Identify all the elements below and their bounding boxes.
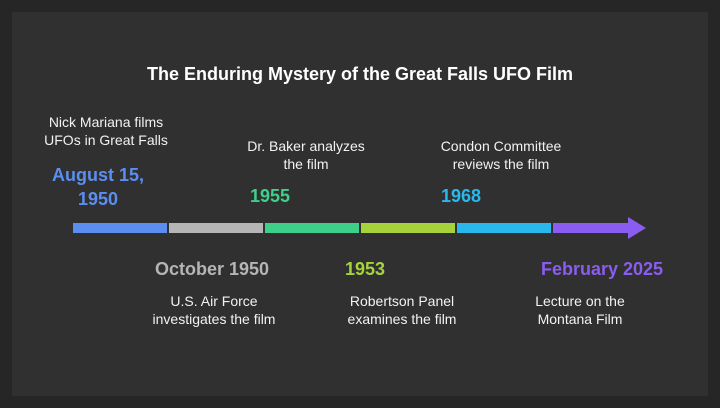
event-6-date: February 2025 bbox=[540, 259, 664, 279]
event-4-date: 1953 bbox=[344, 259, 386, 279]
timeline-segment-1 bbox=[73, 223, 167, 233]
event-5-date: 1968 bbox=[440, 186, 482, 206]
timeline-segment-2 bbox=[169, 223, 263, 233]
event-3-description: Dr. Baker analyzes the film bbox=[247, 138, 365, 172]
arrow-head-icon bbox=[628, 217, 646, 239]
event-3-date: 1955 bbox=[249, 186, 291, 206]
event-2-description: U.S. Air Force investigates the film bbox=[152, 293, 276, 327]
event-5-description: Condon Committee reviews the film bbox=[440, 138, 562, 172]
event-6-description: Lecture on the Montana Film bbox=[535, 293, 625, 327]
event-1-date: August 15, 1950 bbox=[51, 165, 144, 209]
timeline-segment-4 bbox=[361, 223, 455, 233]
event-1-description: Nick Mariana films UFOs in Great Falls bbox=[44, 114, 168, 148]
timeline-segment-3 bbox=[265, 223, 359, 233]
diagram-panel bbox=[12, 12, 708, 396]
event-4-description: Robertson Panel examines the film bbox=[347, 293, 457, 327]
event-2-date: October 1950 bbox=[154, 259, 270, 279]
diagram-title: The Enduring Mystery of the Great Falls … bbox=[146, 64, 574, 84]
timeline-segment-6 bbox=[553, 223, 631, 233]
timeline-segment-5 bbox=[457, 223, 551, 233]
